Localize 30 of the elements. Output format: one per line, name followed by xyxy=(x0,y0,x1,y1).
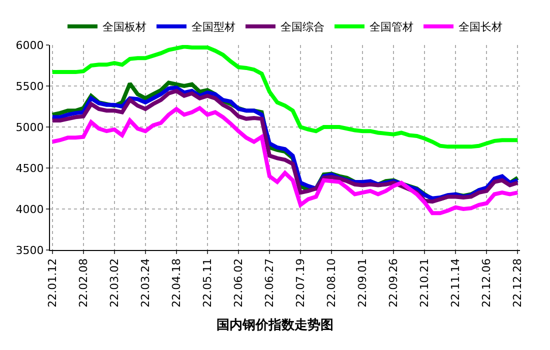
legend-label: 全国管材 xyxy=(370,20,414,34)
x-tick-label: 22.09.26 xyxy=(387,258,400,308)
x-tick-label: 22.05.11 xyxy=(201,258,214,308)
y-tick-label: 6000 xyxy=(16,38,44,52)
x-tick-label: 22.03.24 xyxy=(138,258,152,308)
x-tick-label: 22.12.06 xyxy=(480,258,494,308)
legend-label: 全国长材 xyxy=(458,20,502,34)
legend-label: 全国综合 xyxy=(280,20,324,34)
x-tick-label: 22.02.08 xyxy=(76,258,90,308)
x-tick-label: 22.12.28 xyxy=(511,258,524,308)
text: 国内钢价指数走势图 xyxy=(216,317,334,333)
legend-label: 全国板材 xyxy=(102,20,146,34)
x-tick-label: 22.06.02 xyxy=(232,258,246,308)
line-series xyxy=(50,45,520,149)
legend-label: 全国型材 xyxy=(192,20,236,34)
line-series xyxy=(50,106,520,216)
x-tick-label: 22.04.18 xyxy=(170,258,183,308)
x-tick-label: 22.01.12 xyxy=(46,258,59,308)
y-tick-label: 4500 xyxy=(16,162,44,175)
x-tick-label: 22.08.10 xyxy=(325,258,338,308)
x-tick-label: 22.03.02 xyxy=(108,258,121,308)
y-tick-label: 5000 xyxy=(16,120,44,134)
x-tick-label: 22.11.14 xyxy=(449,258,462,308)
y-tick-label: 4000 xyxy=(16,202,44,216)
x-tick-label: 22.07.19 xyxy=(294,258,308,308)
y-tick-label: 5500 xyxy=(16,80,44,93)
y-tick-label: 3500 xyxy=(16,244,44,257)
x-tick-label: 22.10.21 xyxy=(418,258,432,308)
x-tick-label: 22.09.01 xyxy=(356,258,370,308)
x-tick-label: 22.06.27 xyxy=(263,258,276,308)
